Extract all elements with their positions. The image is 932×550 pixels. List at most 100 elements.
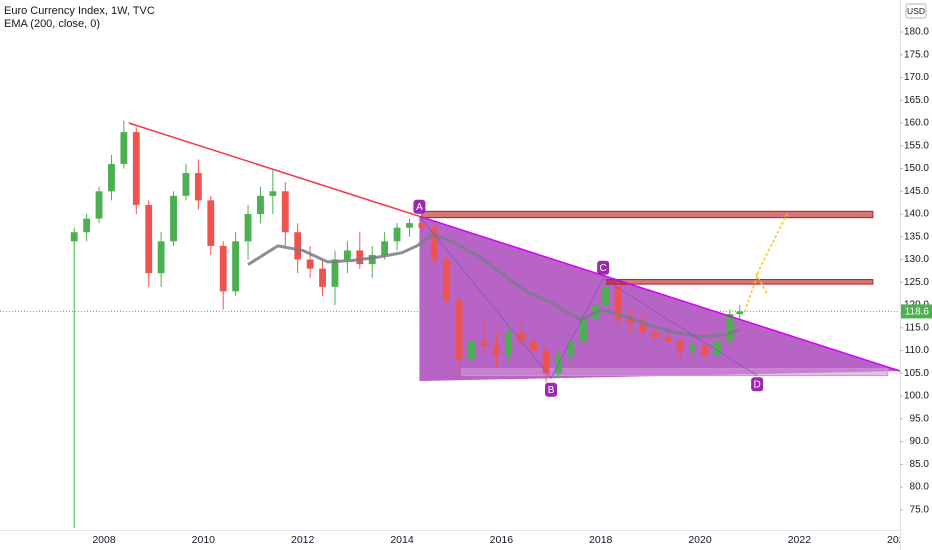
point-label: B: [548, 385, 555, 396]
candle-body: [579, 318, 587, 342]
candle-body: [331, 259, 339, 287]
ema-line: [247, 232, 741, 339]
candle-body: [145, 204, 153, 274]
y-tick-label: 100.0: [904, 391, 929, 402]
point-label-box: [545, 382, 558, 397]
currency-label: USD: [907, 6, 925, 16]
candle-body: [381, 241, 389, 255]
candle-body: [664, 336, 672, 342]
candle-body: [306, 259, 314, 269]
plot-area: A B C D: [0, 120, 900, 529]
x-tick-label: 2018: [589, 534, 613, 546]
y-tick-label: 125.0: [904, 277, 929, 288]
x-tick-label: 2008: [92, 534, 116, 546]
candle-body: [257, 195, 264, 215]
point-label-box: [751, 377, 764, 392]
candle-body: [182, 173, 190, 196]
point-label: A: [416, 202, 423, 213]
candle-body: [95, 191, 103, 219]
candle-body: [714, 341, 721, 356]
candle-body: [627, 318, 634, 324]
point-label: C: [600, 263, 607, 274]
price-zone: [421, 210, 874, 219]
y-tick-label: 165.0: [904, 95, 929, 106]
y-tick-label: 90.0: [910, 436, 930, 447]
candle-body: [120, 132, 128, 164]
y-tick-label: 80.0: [910, 482, 930, 493]
point-label-box: [597, 260, 610, 275]
triangle-pattern: [419, 216, 900, 382]
x-tick-label: 2022: [788, 534, 812, 546]
price-zone: [461, 368, 889, 377]
candle-body: [701, 346, 709, 356]
x-tick-label: 2020: [688, 534, 712, 546]
candle-body: [443, 259, 451, 301]
candle-body: [455, 300, 463, 360]
candle-body: [689, 346, 696, 351]
candle-body: [70, 232, 78, 242]
candle-body: [132, 132, 140, 205]
candle-body: [736, 311, 744, 315]
y-tick-label: 95.0: [910, 413, 930, 424]
trend-line: [419, 215, 900, 372]
candle-body: [480, 341, 488, 347]
y-tick-label: 135.0: [904, 231, 929, 242]
y-tick-label: 180.0: [904, 27, 929, 38]
candle-body: [244, 214, 252, 242]
y-tick-label: 130.0: [904, 254, 929, 265]
candle-body: [639, 323, 647, 333]
candle-body: [505, 332, 513, 356]
indicator-label: EMA (200, close, 0): [4, 18, 100, 30]
y-tick-label: 75.0: [910, 504, 930, 515]
candle-body: [343, 250, 351, 260]
x-tick-label: 2012: [291, 534, 315, 546]
price-zone: [605, 279, 874, 285]
candle-body: [567, 341, 575, 356]
y-tick-label: 85.0: [910, 459, 930, 470]
candle-body: [83, 218, 91, 233]
chart-title: Euro Currency Index, 1W, TVC: [4, 5, 155, 17]
last-price-label: 118.6: [905, 307, 930, 318]
candle-body: [207, 200, 215, 246]
y-tick-label: 155.0: [904, 140, 929, 151]
y-tick-label: 170.0: [904, 72, 929, 83]
y-tick-label: 105.0: [904, 368, 929, 379]
trend-line: [744, 213, 788, 313]
candle-body: [232, 241, 240, 292]
trend-line: [755, 272, 768, 295]
candle-body: [157, 241, 165, 274]
candle-body: [356, 250, 364, 265]
candle-body: [602, 286, 610, 306]
y-tick-label: 140.0: [904, 209, 929, 220]
x-tick-label: 2014: [390, 534, 414, 546]
candle-body: [269, 191, 277, 196]
candle-body: [517, 332, 525, 342]
candle-body: [294, 232, 302, 260]
candle-body: [108, 163, 115, 192]
candle-body: [614, 286, 622, 319]
candle-body: [492, 346, 500, 356]
candle-body: [319, 268, 326, 287]
candle-body: [219, 245, 227, 292]
candle-body: [281, 191, 289, 233]
price-axis-bg: [900, 0, 932, 550]
candle-body: [542, 350, 550, 374]
x-tick-label: 2016: [490, 534, 514, 546]
currency-box: [905, 3, 927, 19]
candle-body: [368, 254, 376, 265]
trend-line: [419, 216, 758, 379]
y-tick-label: 175.0: [904, 49, 929, 60]
y-tick-label: 110.0: [905, 345, 930, 356]
candle-body: [393, 227, 401, 242]
y-tick-label: 115.0: [905, 322, 930, 333]
candle-body: [170, 195, 177, 242]
x-tick-label: 2010: [192, 534, 216, 546]
candle-body: [530, 341, 538, 351]
candle-body: [726, 314, 734, 342]
candle-body: [468, 341, 475, 360]
y-tick-label: 145.0: [904, 186, 929, 197]
candle-body: [651, 332, 659, 337]
last-price-box: [901, 304, 932, 319]
